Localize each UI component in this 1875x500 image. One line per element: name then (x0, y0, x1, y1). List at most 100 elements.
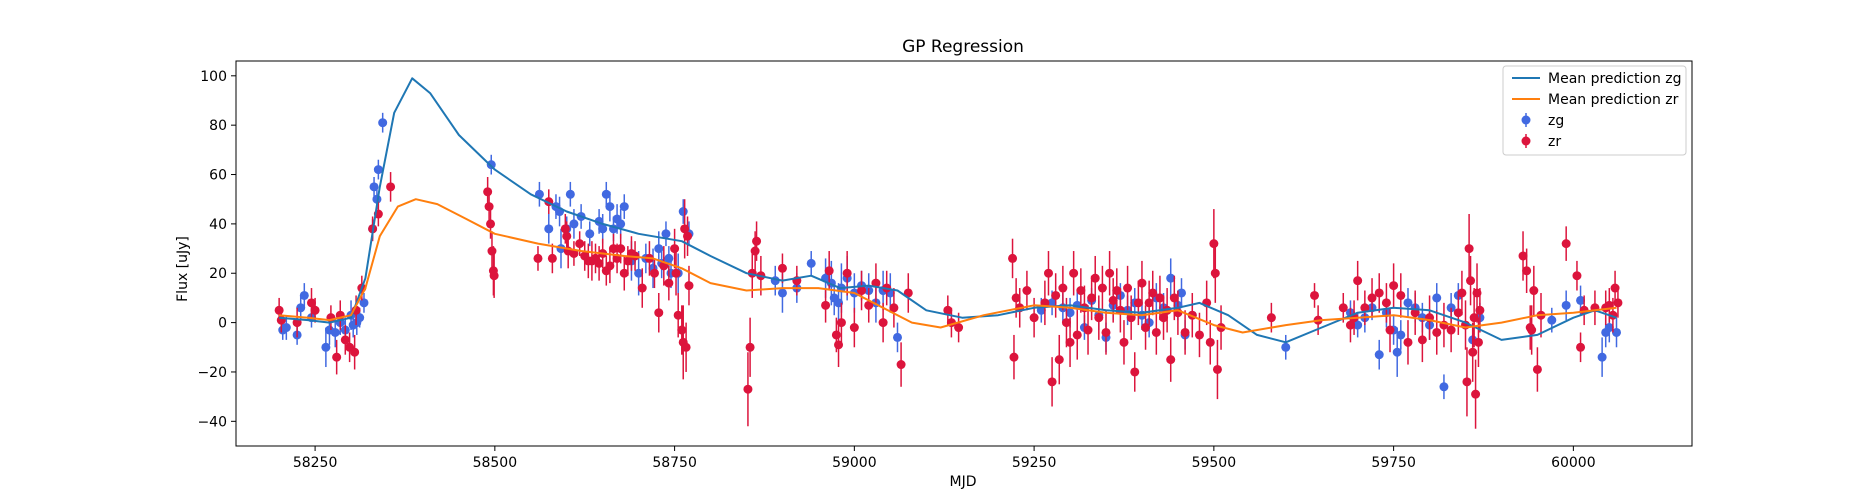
x-tick-label: 58250 (293, 455, 338, 471)
data-point (1051, 290, 1061, 300)
data-point (619, 202, 629, 212)
data-point (1432, 327, 1442, 337)
data-point (281, 323, 291, 333)
data-point (1392, 347, 1402, 357)
data-point (1410, 308, 1420, 318)
data-point (616, 219, 626, 229)
data-point (330, 327, 340, 337)
data-point (378, 118, 388, 128)
data-point (1065, 308, 1075, 318)
data-point (306, 298, 316, 308)
data-point (487, 246, 497, 256)
data-point (1210, 268, 1220, 278)
data-point (1468, 347, 1478, 357)
data-point (1151, 327, 1161, 337)
y-tick-label: 40 (209, 217, 227, 233)
data-point (836, 318, 846, 328)
data-point (1389, 281, 1399, 291)
data-point (1205, 337, 1215, 347)
data-point (678, 207, 688, 217)
data-point (1011, 293, 1021, 303)
data-point (1396, 290, 1406, 300)
data-point (1561, 239, 1571, 249)
legend-label: zr (1548, 134, 1561, 150)
x-tick-label: 60000 (1551, 455, 1596, 471)
data-point (1457, 288, 1467, 298)
data-point (1166, 355, 1176, 365)
data-point (1446, 325, 1456, 335)
data-point (1522, 266, 1532, 276)
data-point (1353, 276, 1363, 286)
data-point (1169, 293, 1179, 303)
data-point (1403, 298, 1413, 308)
data-point (1561, 300, 1571, 310)
data-point (842, 268, 852, 278)
data-point (634, 268, 644, 278)
data-point (849, 323, 859, 333)
legend-item: Mean prediction zg (1512, 71, 1682, 87)
data-point (310, 305, 320, 315)
data-point (544, 224, 554, 234)
data-point (1101, 327, 1111, 337)
data-point (677, 325, 687, 335)
data-point (1105, 268, 1115, 278)
data-point (1367, 293, 1377, 303)
legend-item: zr (1521, 134, 1561, 150)
data-point (1058, 283, 1068, 293)
legend-label: Mean prediction zg (1548, 71, 1682, 87)
data-point (560, 224, 570, 234)
data-point (752, 236, 762, 246)
data-point (1381, 298, 1391, 308)
data-point (750, 246, 760, 256)
data-point (1374, 288, 1384, 298)
data-point (623, 256, 633, 266)
legend-marker (1521, 136, 1531, 146)
data-point (1439, 382, 1449, 392)
data-point (340, 335, 350, 345)
data-point (673, 310, 683, 320)
data-point (683, 231, 693, 241)
data-point (1471, 389, 1481, 399)
data-point (1137, 278, 1147, 288)
plot-frame (235, 60, 1693, 447)
data-point (661, 229, 671, 239)
data-point (332, 352, 342, 362)
data-point (1054, 355, 1064, 365)
data-point (386, 182, 396, 192)
data-point (1148, 288, 1158, 298)
data-point (1065, 337, 1075, 347)
data-point (1576, 342, 1586, 352)
data-point (1061, 318, 1071, 328)
data-point (616, 244, 626, 254)
legend-item: zg (1521, 113, 1564, 129)
data-point (954, 323, 964, 333)
y-tick-label: −20 (197, 365, 227, 381)
data-point (745, 342, 755, 352)
data-point (598, 224, 608, 234)
data-point (1576, 295, 1586, 305)
data-point (664, 278, 674, 288)
data-point (831, 330, 841, 340)
y-axis-title: Flux [uJy] (175, 236, 191, 302)
data-point (1094, 313, 1104, 323)
data-point (649, 268, 659, 278)
data-point (1604, 323, 1614, 333)
data-point (274, 305, 284, 315)
data-point (743, 384, 753, 394)
data-point (1177, 288, 1187, 298)
data-point (1119, 337, 1129, 347)
data-point (892, 332, 902, 342)
data-point (1212, 364, 1222, 374)
y-tick-label: 20 (209, 266, 227, 282)
data-point (681, 342, 691, 352)
data-point (1008, 253, 1018, 263)
x-tick-label: 59750 (1371, 455, 1416, 471)
data-point (1108, 295, 1118, 305)
data-point (489, 271, 499, 281)
data-point (1166, 273, 1176, 283)
data-point (1043, 268, 1053, 278)
data-point (1009, 352, 1019, 362)
data-point (1144, 298, 1154, 308)
data-point (1141, 323, 1151, 333)
data-point (637, 283, 647, 293)
